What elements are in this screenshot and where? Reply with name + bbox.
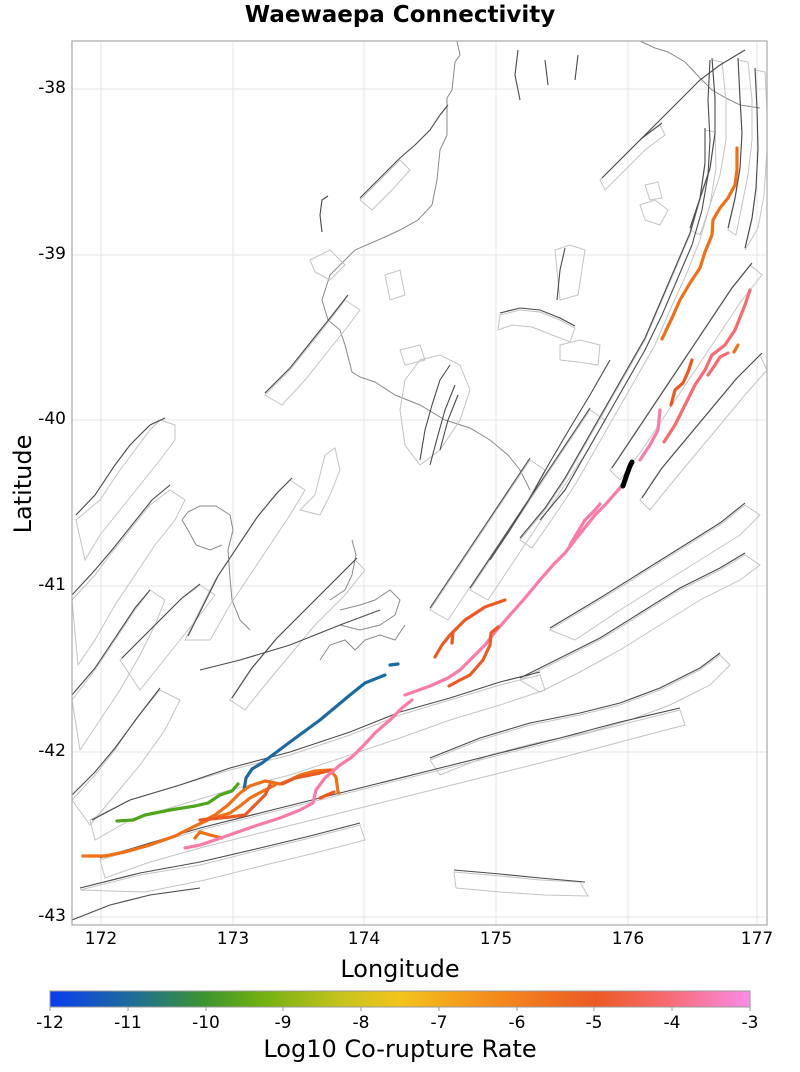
- y-tick: -38: [38, 78, 66, 98]
- chart-title: Waewaepa Connectivity: [244, 2, 556, 28]
- x-tick: 175: [479, 929, 513, 949]
- y-tick: -41: [38, 575, 66, 595]
- colorbar-tick: -10: [192, 1013, 220, 1033]
- y-axis-label: Latitude: [9, 434, 37, 534]
- segment-orange-wairarapa: [433, 598, 507, 659]
- x-tick: 177: [740, 929, 774, 949]
- colorbar-tick: -5: [585, 1013, 603, 1033]
- segment-pink-main: [183, 698, 414, 850]
- target-fault-waewaepa: [620, 459, 635, 489]
- y-tick: -40: [38, 409, 66, 429]
- segment-orange: [81, 783, 277, 858]
- colorbar-tick: -3: [741, 1013, 759, 1033]
- colorbar-tick: -12: [36, 1013, 64, 1033]
- x-tick: 172: [84, 929, 118, 949]
- colorbar-gradient: [49, 990, 751, 1008]
- gridlines: [72, 41, 767, 925]
- x-axis-label: Longitude: [340, 955, 460, 983]
- x-tick: 176: [611, 929, 645, 949]
- coastline: [181, 41, 761, 661]
- colorbar-tick: -8: [352, 1013, 370, 1033]
- x-tick: 174: [347, 929, 381, 949]
- colorbar-tick: -6: [508, 1013, 526, 1033]
- segment-orange-north: [660, 146, 739, 341]
- y-tick: -39: [38, 244, 66, 264]
- segment-blue: [242, 673, 387, 792]
- x-tick: 173: [216, 929, 250, 949]
- y-tick: -43: [38, 906, 66, 926]
- colorbar-tick: -11: [114, 1013, 142, 1033]
- colorbar-label: Log10 Co-rupture Rate: [263, 1035, 537, 1063]
- y-tick: -42: [38, 741, 66, 761]
- co-rupture-segments: [81, 146, 752, 858]
- colorbar-tick: -7: [430, 1013, 448, 1033]
- colorbar-tick: -4: [663, 1013, 681, 1033]
- segment-green: [115, 782, 240, 823]
- colorbar-tick: -9: [274, 1013, 292, 1033]
